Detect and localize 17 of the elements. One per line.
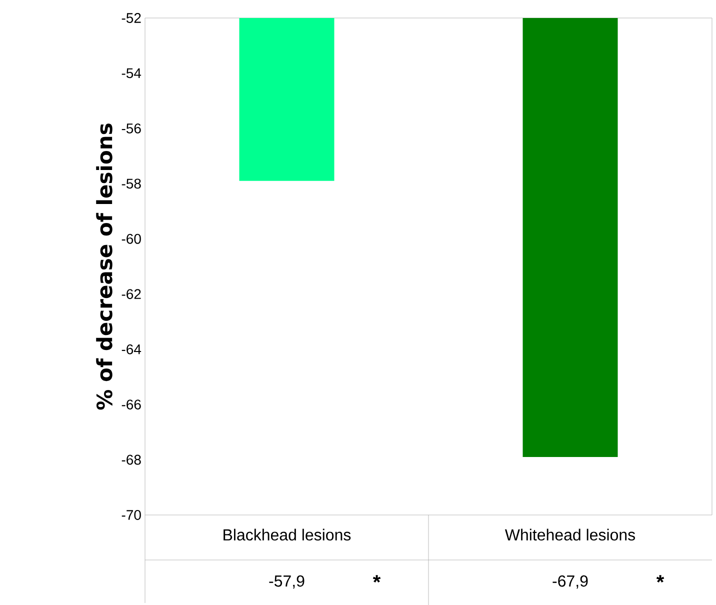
x-tick-label: Blackhead lesions (224, 528, 351, 540)
data-label: -67,9 (552, 575, 588, 588)
data-label: -57,9 (269, 575, 304, 588)
y-tick-label: -68 (122, 454, 141, 465)
y-axis-title: % of decrease of lesions (96, 124, 112, 410)
y-tick-label: -56 (122, 123, 141, 134)
y-tick-label: -64 (122, 344, 142, 354)
text: * (372, 575, 381, 582)
y-tick-label: -62 (122, 289, 141, 299)
y-tick-label: -52 (122, 12, 141, 23)
y-tick-label: -60 (122, 234, 141, 244)
x-tick-label: Whitehead lesions (504, 528, 635, 540)
y-tick-label: -58 (122, 178, 141, 189)
y-tick-label: -70 (122, 510, 141, 520)
text: * (656, 575, 664, 582)
y-tick-label: -66 (122, 399, 141, 410)
y-tick-label: -54 (122, 68, 142, 78)
